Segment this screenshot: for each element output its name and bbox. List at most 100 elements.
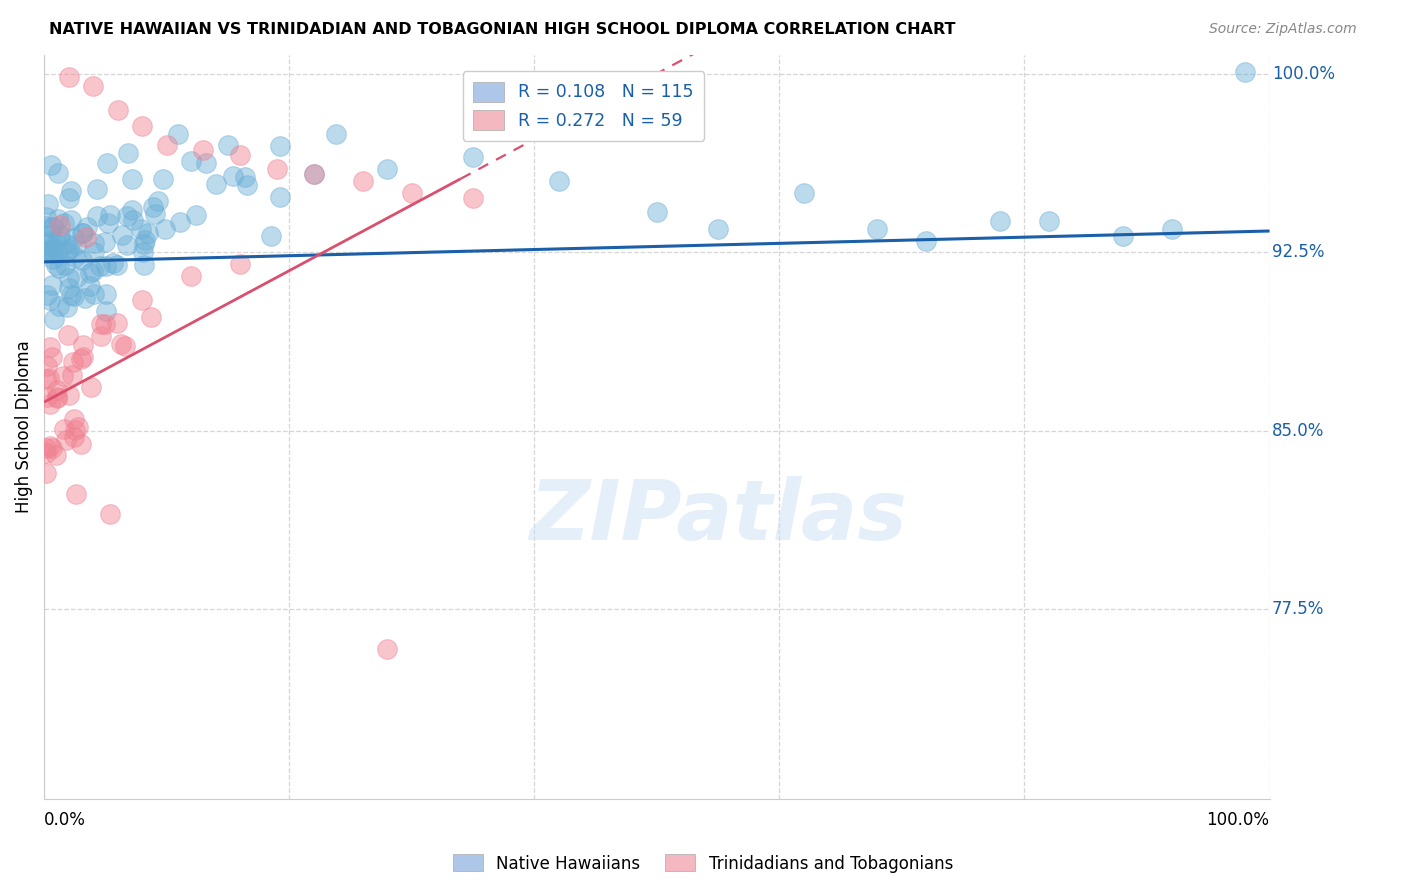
Point <box>58 328 80 343</box>
Point <box>94 287 117 301</box>
Legend: Native Hawaiians, Trinidadians and Tobagonians: Native Hawaiians, Trinidadians and Tobag… <box>446 847 960 880</box>
Point <box>49 228 72 243</box>
Point <box>46 384 69 398</box>
Point <box>37 238 59 252</box>
Point <box>72 337 94 351</box>
Point <box>38 227 60 242</box>
Point <box>58 242 80 256</box>
Point <box>38 371 60 385</box>
Point <box>117 146 139 161</box>
Point <box>90 317 112 331</box>
Point <box>645 205 668 219</box>
Point <box>75 230 97 244</box>
Point <box>94 259 117 273</box>
Point <box>132 259 155 273</box>
Point <box>114 339 136 353</box>
Point <box>101 256 124 270</box>
Point <box>136 226 159 240</box>
Point <box>302 167 325 181</box>
Point <box>180 154 202 169</box>
Point <box>82 78 104 93</box>
Point <box>260 228 283 243</box>
Point <box>352 174 374 188</box>
Point <box>96 155 118 169</box>
Point <box>53 216 76 230</box>
Point <box>66 420 89 434</box>
Point <box>59 213 82 227</box>
Point <box>53 422 76 436</box>
Point <box>217 138 239 153</box>
Point <box>1234 64 1257 78</box>
Point <box>547 174 569 188</box>
Point <box>129 222 152 236</box>
Point <box>62 430 84 444</box>
Point <box>45 243 67 257</box>
Point <box>1160 221 1182 235</box>
Point <box>375 162 398 177</box>
Point <box>461 191 484 205</box>
Point <box>49 219 72 233</box>
Point <box>35 372 58 386</box>
Point <box>60 368 83 382</box>
Point <box>41 220 63 235</box>
Text: 100.0%: 100.0% <box>1272 65 1336 83</box>
Point <box>115 237 138 252</box>
Point <box>72 350 94 364</box>
Point <box>134 233 156 247</box>
Point <box>34 467 56 481</box>
Point <box>35 446 58 460</box>
Point <box>39 397 62 411</box>
Point <box>72 227 94 241</box>
Point <box>83 235 105 250</box>
Point <box>167 127 190 141</box>
Text: ZIPatlas: ZIPatlas <box>529 475 907 557</box>
Point <box>121 172 143 186</box>
Text: 92.5%: 92.5% <box>1272 244 1324 261</box>
Point <box>866 221 889 235</box>
Point <box>83 245 105 260</box>
Point <box>55 258 77 272</box>
Point <box>229 148 252 162</box>
Point <box>45 448 67 462</box>
Point <box>55 236 77 251</box>
Point <box>98 208 121 222</box>
Point <box>35 442 58 456</box>
Point <box>75 291 97 305</box>
Point <box>375 642 398 657</box>
Point <box>90 329 112 343</box>
Point <box>222 169 245 183</box>
Point <box>233 170 256 185</box>
Point <box>141 310 163 325</box>
Point <box>793 186 815 200</box>
Point <box>63 289 86 303</box>
Point <box>76 220 98 235</box>
Point <box>1111 228 1133 243</box>
Point <box>325 127 347 141</box>
Point <box>35 244 58 258</box>
Point <box>236 178 259 192</box>
Point <box>48 261 70 276</box>
Point <box>145 207 167 221</box>
Point <box>83 286 105 301</box>
Point <box>44 311 66 326</box>
Point <box>988 214 1011 228</box>
Point <box>146 194 169 208</box>
Point <box>39 293 62 307</box>
Point <box>79 380 101 394</box>
Point <box>34 219 56 234</box>
Point <box>93 235 115 249</box>
Point <box>107 316 129 330</box>
Point <box>266 162 288 177</box>
Point <box>132 237 155 252</box>
Point <box>184 208 207 222</box>
Point <box>48 230 70 244</box>
Point <box>111 228 134 243</box>
Point <box>45 390 67 404</box>
Point <box>39 158 62 172</box>
Point <box>60 288 83 302</box>
Point <box>37 390 59 404</box>
Point <box>38 340 60 354</box>
Point <box>65 237 87 252</box>
Point <box>37 197 59 211</box>
Point <box>131 120 153 134</box>
